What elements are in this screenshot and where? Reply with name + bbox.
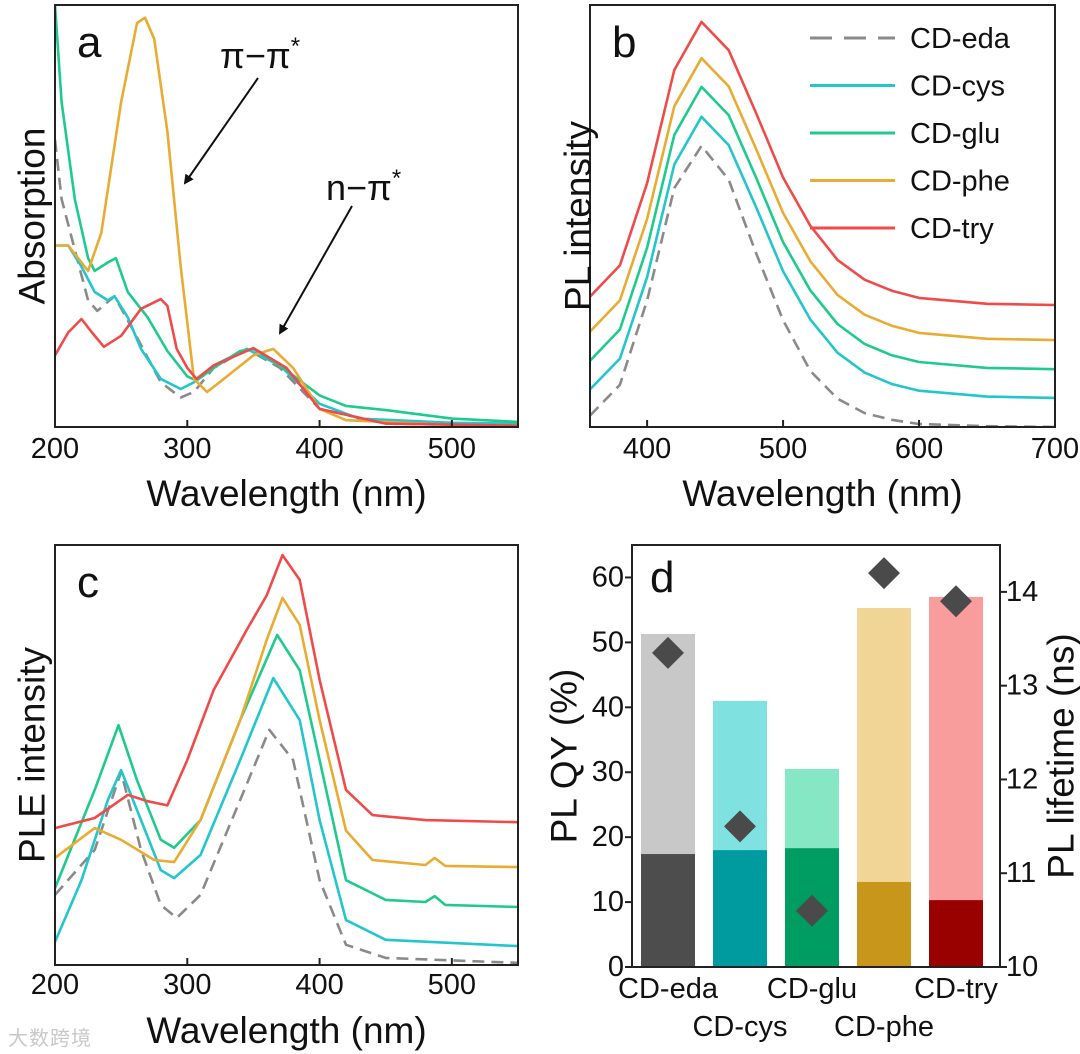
x-tick-label: CD-phe — [834, 1011, 934, 1043]
x-tick-label: 700 — [1031, 433, 1079, 465]
axes-frame — [54, 4, 519, 428]
series-line-cd-eda — [55, 728, 518, 965]
axes-frame — [631, 544, 1001, 968]
legend-item: CD-eda — [810, 23, 1011, 55]
y-tick-label: 10 — [592, 886, 624, 918]
y2-tick-label: 10 — [1006, 951, 1038, 983]
x-tick-label: 600 — [895, 433, 943, 465]
series-line-cd-phe — [55, 596, 518, 869]
axes-frame — [589, 4, 1056, 428]
panel-label: d — [650, 553, 674, 602]
legend-label: CD-cys — [910, 71, 1005, 103]
bar-component-cd-try — [929, 900, 983, 967]
bar-component-cd-phe — [857, 881, 911, 967]
panel-label: b — [612, 18, 636, 67]
panel-label: c — [77, 558, 99, 607]
x-tick-label: 400 — [295, 433, 343, 465]
series-line-cd-try — [55, 553, 518, 830]
arrow-n-pi-star — [279, 205, 353, 335]
x-axis-label: Wavelength (nm) — [146, 473, 426, 514]
legend: CD-eda CD-cys CD-glu CD-phe CD-try — [810, 23, 1011, 245]
y-axis-label: Absorption — [12, 128, 53, 305]
x-tick-label: 500 — [759, 433, 807, 465]
bar-component-cd-cys — [713, 850, 767, 967]
legend-label: CD-eda — [910, 23, 1011, 55]
series-line-cd-try — [55, 297, 518, 427]
lifetime-marker-cd-try — [940, 585, 972, 618]
annotation-pi-pi-star: π−π* — [220, 33, 300, 76]
x-tick-label: 300 — [163, 969, 211, 1001]
series-line-cd-try — [590, 20, 1055, 307]
legend-item: CD-glu — [810, 118, 1000, 150]
arrow-pi-pi-star — [183, 77, 259, 185]
bar-component-cd-eda — [641, 854, 695, 967]
series-line-cd-glu — [590, 85, 1055, 371]
annotation-n-pi-star: n−π* — [326, 165, 401, 208]
x-tick-label: 500 — [428, 433, 476, 465]
legend-label: CD-glu — [910, 118, 1000, 150]
y-axis-label: PL QY (%) — [544, 669, 585, 844]
x-tick-label: 500 — [428, 969, 476, 1001]
y-tick-label: 20 — [592, 821, 624, 853]
x-tick-label: 200 — [31, 969, 79, 1001]
panel-d: CD-eda CD-cys CD-glu CD-phe CD-try 0 10 20 30 40 5… — [544, 544, 1080, 1043]
x-tick-label: 200 — [31, 433, 79, 465]
x-axis-label: Wavelength (nm) — [146, 1010, 426, 1051]
lifetime-marker-cd-phe — [868, 557, 900, 590]
series-line-cd-cys — [55, 676, 518, 948]
y2-axis-label: PL lifetime (ns) — [1041, 633, 1080, 878]
x-tick-label: CD-eda — [618, 973, 719, 1005]
y-axis-label: PL intensity — [558, 121, 599, 311]
watermark: 大数跨境 — [8, 1026, 92, 1050]
y2-tick-label: 13 — [1006, 670, 1038, 702]
x-axis-label: Wavelength (nm) — [682, 473, 962, 514]
y-axis-label: PLE intensity — [12, 647, 53, 863]
x-tick-label: 400 — [295, 969, 343, 1001]
legend-item: CD-try — [810, 213, 994, 245]
lifetime-marker-cd-glu — [796, 894, 828, 927]
legend-label: CD-phe — [910, 166, 1010, 198]
x-tick-label: CD-glu — [767, 973, 857, 1005]
x-tick-label: CD-try — [914, 973, 998, 1005]
series-line-cd-eda — [55, 139, 518, 427]
legend-item: CD-phe — [810, 166, 1010, 198]
panel-b: 400 500 600 700 Wavelength (nm) PL intensity b… — [558, 4, 1079, 514]
y2-tick-label: 11 — [1006, 857, 1036, 889]
y2-tick-label: 14 — [1006, 576, 1038, 608]
axes-frame — [54, 544, 519, 966]
panel-label: a — [77, 18, 102, 67]
series-line-cd-glu — [55, 633, 518, 909]
legend-label: CD-try — [910, 213, 994, 245]
series-line-cd-cys — [590, 115, 1055, 400]
series-line-cd-phe — [590, 56, 1055, 342]
x-tick-label: 400 — [623, 433, 671, 465]
x-tick-label: 300 — [163, 433, 211, 465]
y-tick-label: 0 — [608, 951, 624, 983]
y-tick-label: 40 — [592, 691, 624, 723]
lifetime-marker-cd-cys — [724, 810, 756, 843]
y-tick-label: 60 — [592, 561, 624, 593]
y-tick-label: 30 — [592, 756, 624, 788]
lifetime-marker-cd-eda — [652, 636, 684, 669]
legend-item: CD-cys — [810, 71, 1005, 103]
x-tick-label: CD-cys — [692, 1011, 787, 1043]
y2-tick-label: 12 — [1006, 763, 1038, 795]
series-line-cd-cys — [55, 244, 518, 425]
series-line-cd-phe — [55, 16, 518, 427]
y-tick-label: 50 — [592, 626, 624, 658]
